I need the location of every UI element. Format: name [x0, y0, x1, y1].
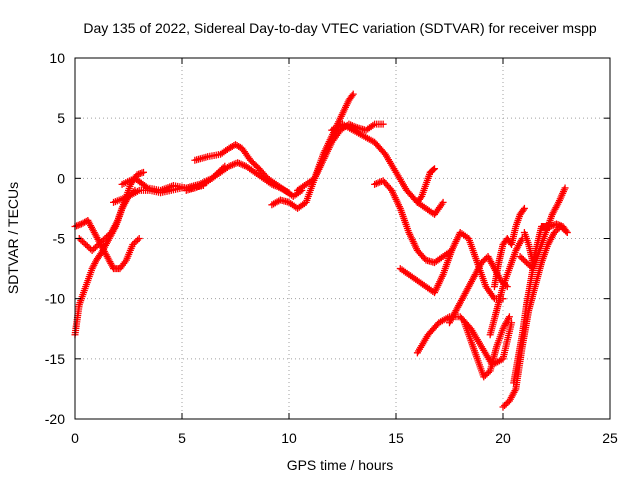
data-point [429, 166, 437, 174]
data-point [552, 227, 560, 235]
series-arc-16 [460, 313, 513, 381]
y-tick-label: 5 [57, 110, 65, 126]
data-point [91, 244, 99, 252]
x-tick-label: 5 [178, 430, 186, 446]
data-point [103, 233, 111, 241]
data-point [550, 228, 558, 236]
data-point [80, 239, 88, 247]
data-point [139, 168, 147, 176]
data-point [505, 313, 513, 321]
data-point [561, 184, 569, 192]
data-point [520, 204, 528, 212]
series-arc-1 [71, 186, 139, 339]
y-tick-label: -5 [53, 231, 66, 247]
data-point [431, 165, 439, 173]
data-point [379, 120, 387, 128]
x-tick-label: 15 [388, 430, 404, 446]
data-point [502, 400, 510, 408]
data-point [83, 242, 91, 250]
series-arc-19 [510, 253, 539, 387]
data-point [98, 238, 106, 246]
data-point [101, 235, 109, 242]
data-point [348, 92, 356, 100]
data-point [130, 239, 138, 247]
y-axis-label: SDTVAR / TECUs [5, 182, 21, 294]
data-point [524, 260, 532, 268]
axis-ticks: 0 5 10 15 20 25 -20 -15 -10 -5 0 5 10 [45, 50, 618, 446]
x-tick-label: 25 [602, 430, 618, 446]
data-point [508, 319, 516, 327]
data-point [99, 236, 107, 244]
data-point [439, 198, 447, 206]
data-point [78, 238, 86, 246]
y-tick-label: -15 [45, 351, 65, 367]
series-arc-21 [520, 220, 571, 267]
data-point [96, 239, 104, 247]
data-point [93, 242, 101, 250]
data-point [142, 183, 150, 191]
data-point [478, 259, 486, 267]
data-point [82, 241, 90, 249]
y-tick-label: 0 [57, 170, 65, 186]
series-arc-12 [371, 177, 456, 267]
series-arc-17 [486, 235, 526, 339]
data-point [135, 235, 143, 242]
data-point [499, 403, 507, 411]
data-point [479, 257, 487, 265]
data-marks [71, 90, 571, 411]
series-arc-22 [490, 204, 528, 291]
series-arc-11 [413, 165, 439, 206]
data-point [481, 371, 489, 379]
data-point [519, 256, 527, 264]
data-point [518, 254, 526, 262]
x-tick-label: 20 [495, 430, 511, 446]
data-point [526, 262, 534, 270]
y-tick-label: -20 [45, 411, 65, 427]
chart-title: Day 135 of 2022, Sidereal Day-to-day VTE… [83, 20, 596, 36]
data-point [85, 244, 93, 252]
series-arc-8 [268, 90, 357, 212]
data-point [523, 259, 531, 267]
data-point [516, 253, 524, 261]
y-tick-label: 10 [49, 50, 65, 66]
data-point [485, 368, 493, 376]
series-arc-10 [328, 120, 447, 218]
x-tick-label: 10 [281, 430, 297, 446]
data-point [519, 206, 527, 214]
data-point [104, 231, 112, 239]
data-point [90, 245, 98, 253]
data-point [562, 227, 570, 235]
data-point [501, 401, 509, 409]
series-arc-2 [71, 216, 143, 273]
data-point [77, 236, 85, 244]
series-arc-7 [191, 141, 306, 200]
data-point [563, 228, 571, 236]
data-point [134, 236, 142, 244]
series-arc-9 [294, 120, 387, 194]
data-point [349, 90, 357, 98]
y-tick-label: -10 [45, 291, 65, 307]
data-point [95, 241, 103, 249]
data-point [88, 247, 96, 255]
data-point [483, 370, 491, 378]
data-point [129, 241, 137, 249]
data-point [521, 257, 529, 265]
data-point [480, 373, 488, 381]
data-point [417, 194, 425, 202]
series-arc-6 [182, 159, 293, 197]
data-point [132, 238, 140, 246]
x-tick-label: 0 [71, 430, 79, 446]
x-axis-label: GPS time / hours [287, 457, 394, 473]
